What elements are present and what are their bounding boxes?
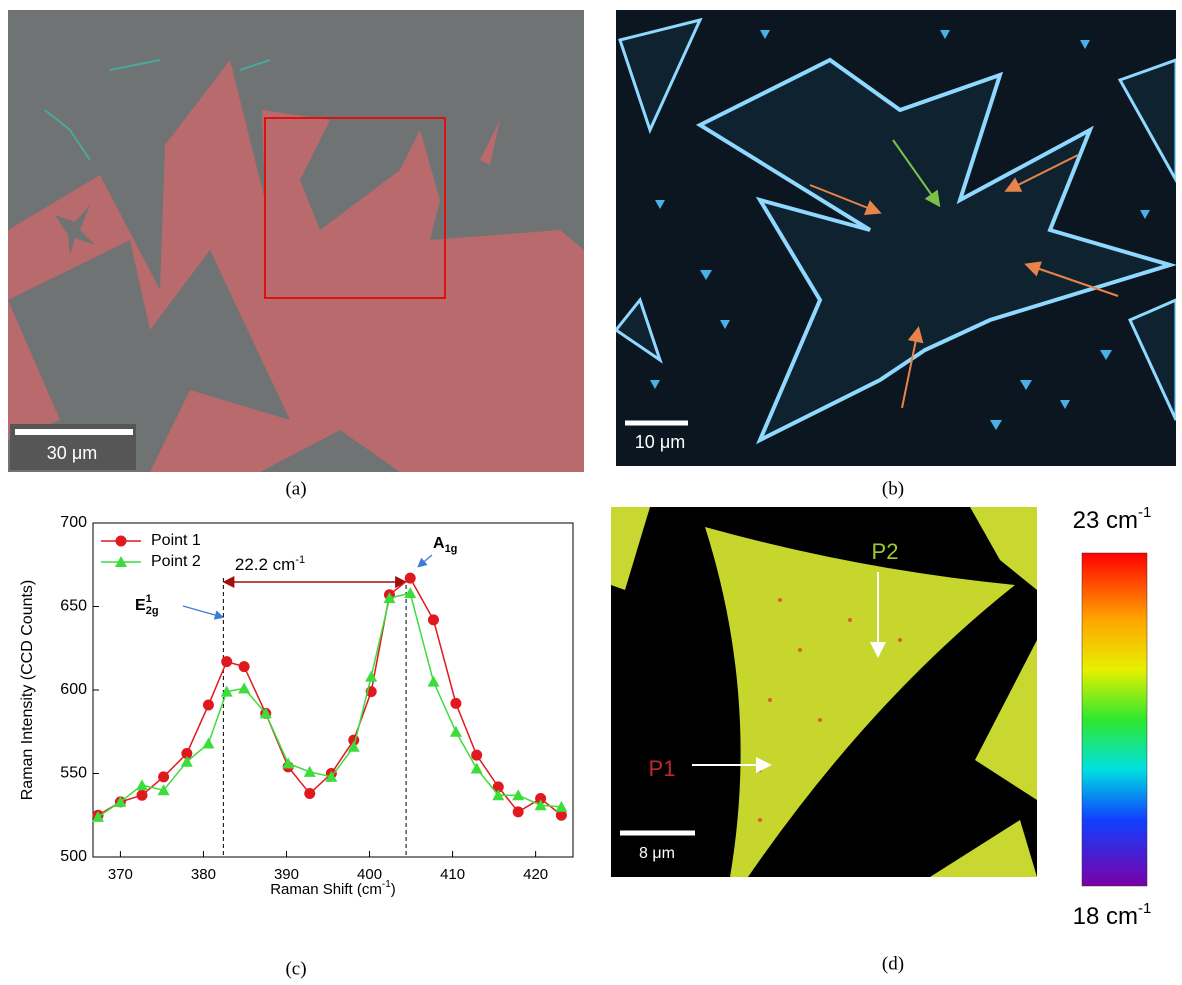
colorbar-label: 23 cm-1 (1073, 504, 1152, 534)
point-marker (136, 779, 148, 790)
y-tick-label: 700 (60, 514, 87, 531)
colorbar-max-sup: -1 (1138, 504, 1151, 521)
point-marker (427, 676, 439, 687)
colorbar-max: 23 cm (1073, 507, 1138, 534)
plot-frame (93, 523, 573, 857)
colorbar (1082, 553, 1147, 886)
colorbar-min: 18 cm (1073, 903, 1138, 930)
legend-label: Point 1 (151, 532, 201, 549)
legend-label: Point 2 (151, 553, 201, 570)
panel-d-image: P2 P1 8 μm (611, 507, 1037, 877)
point-label: P2 (872, 539, 899, 564)
panel-caption: (b) (882, 478, 904, 499)
x-tick-label: 380 (191, 866, 216, 883)
annotation-sup: 1 (146, 593, 152, 605)
point-marker (282, 757, 294, 768)
panel-b-image: 10 μm (616, 10, 1176, 466)
x-tick-label: 370 (108, 866, 133, 883)
page: {"chart_data": {"type": "line", "xlabel"… (0, 0, 1182, 985)
point-marker (450, 698, 461, 709)
annotation-sub: 2g (146, 605, 159, 617)
y-tick-label: 500 (60, 848, 87, 865)
point-marker (221, 656, 232, 667)
colorbar-min-sup: -1 (1138, 900, 1151, 917)
point-marker (158, 771, 169, 782)
point-marker (405, 573, 416, 584)
x-tick-label: 400 (357, 866, 382, 883)
annotation-text: 22.2 cm (235, 555, 295, 574)
y-tick-label: 650 (60, 598, 87, 615)
y-tick-label: 600 (60, 681, 87, 698)
point-marker (304, 766, 316, 777)
panel-caption: (a) (285, 478, 306, 499)
y-tick-label: 550 (60, 765, 87, 782)
x-axis-label-end: ) (391, 881, 396, 898)
annotation: A1g (433, 535, 457, 555)
x-tick-label: 390 (274, 866, 299, 883)
scale-bar-label: 8 μm (639, 845, 675, 862)
point-marker (136, 790, 147, 801)
point-marker (203, 700, 214, 711)
scale-bar-label: 30 μm (47, 443, 97, 463)
panel-caption: (d) (882, 953, 904, 974)
point-marker (202, 737, 214, 748)
point-marker (471, 750, 482, 761)
point-marker (471, 762, 483, 773)
point-marker (513, 806, 524, 817)
figure: 30 μm (a) 10 μm (b) 22.2 cm-1 E12g A1g R… (0, 0, 1182, 985)
point-marker (450, 726, 462, 737)
point-label: P1 (649, 756, 676, 781)
legend-marker (116, 536, 127, 547)
point-marker (239, 661, 250, 672)
panel-a-image: 30 μm (8, 10, 584, 472)
panel-caption: (c) (285, 958, 306, 979)
x-axis-label-text: Raman Shift (cm (270, 881, 382, 898)
x-tick-label: 410 (440, 866, 465, 883)
annotation-text: A (433, 535, 445, 552)
annotation: 22.2 cm-1 (235, 554, 305, 575)
annotation-sub: 1g (445, 543, 458, 555)
point-marker (238, 682, 250, 693)
x-tick-label: 420 (523, 866, 548, 883)
scale-bar-label: 10 μm (635, 432, 685, 452)
annotation-text: E (135, 597, 146, 614)
point-marker (304, 788, 315, 799)
colorbar-label: 18 cm-1 (1073, 900, 1152, 930)
annotation-sup: -1 (295, 554, 305, 566)
series-line (98, 593, 561, 817)
y-axis-label: Raman Intensity (CCD Counts) (19, 580, 36, 801)
point-marker (428, 614, 439, 625)
